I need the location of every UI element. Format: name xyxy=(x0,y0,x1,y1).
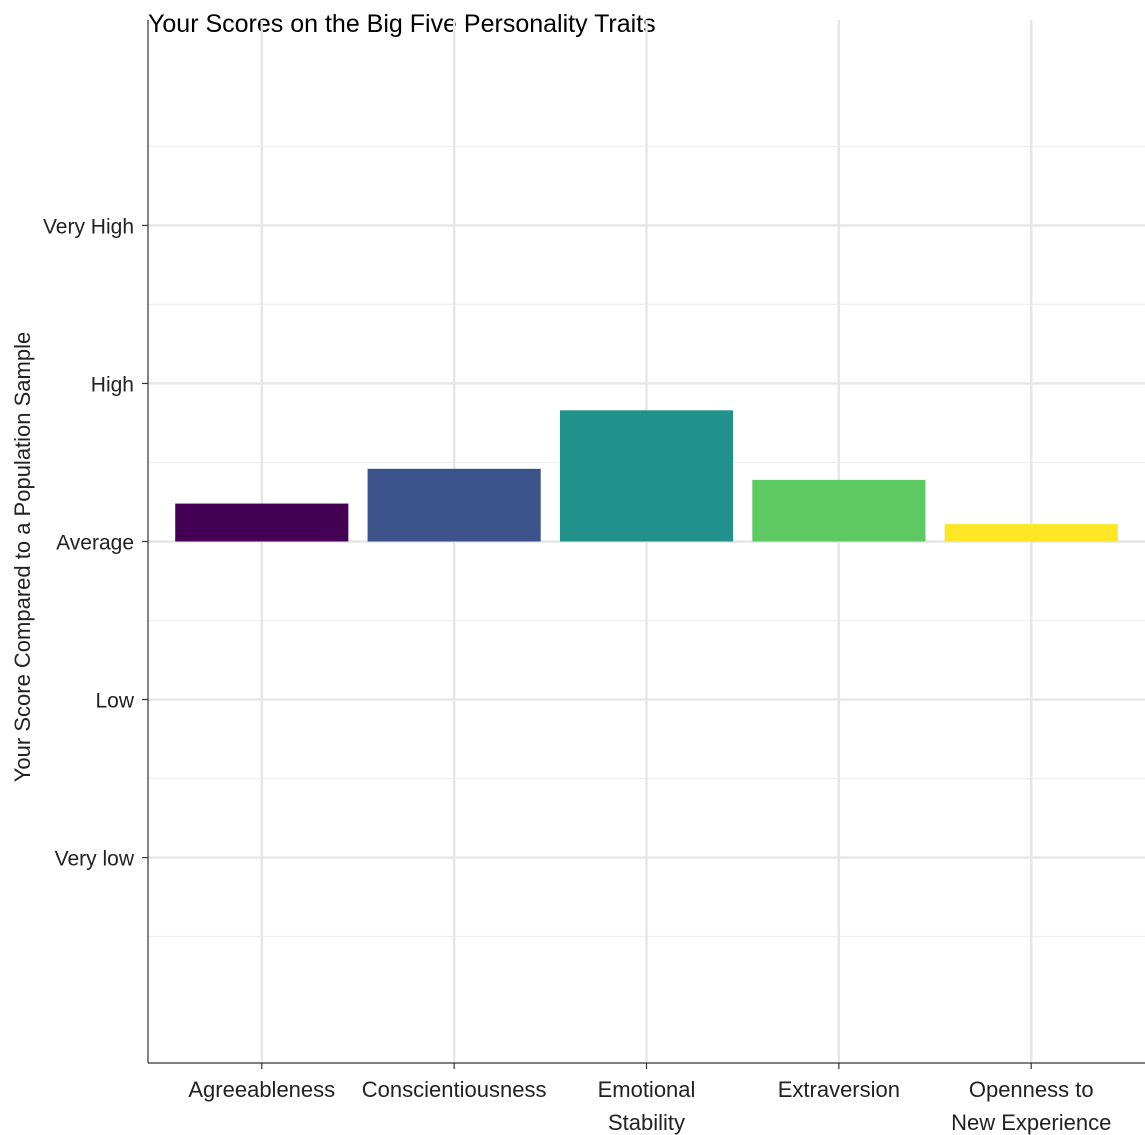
y-tick-label: High xyxy=(91,373,134,396)
bar-conscientiousness xyxy=(367,468,541,542)
y-axis-label: Your Score Compared to a Population Samp… xyxy=(10,332,35,782)
x-tick-label: Conscientiousness xyxy=(362,1077,547,1102)
x-ticks: Agreeableness Conscientiousness Emotional S… xyxy=(188,1063,1111,1135)
y-ticks: Very low Low Average High Very High xyxy=(43,215,148,871)
x-tick-label: Emotional Stability xyxy=(598,1077,696,1135)
bar-openness-to-new-experience xyxy=(944,524,1118,542)
bars xyxy=(175,410,1118,542)
bar-extraversion xyxy=(752,479,926,542)
y-tick-label: Low xyxy=(95,690,134,713)
bar-emotional-stability xyxy=(559,410,734,542)
bar-agreeableness xyxy=(175,503,349,542)
x-tick-label: Agreeableness xyxy=(188,1077,335,1102)
y-tick-label: Very High xyxy=(43,215,134,238)
x-tick-label: Openness to New Experience xyxy=(951,1077,1111,1135)
x-tick-label: Extraversion xyxy=(778,1077,900,1102)
y-tick-label: Average xyxy=(56,532,134,555)
y-tick-label: Very low xyxy=(55,848,135,871)
chart-title: Your Scores on the Big Five Personality … xyxy=(148,10,656,38)
